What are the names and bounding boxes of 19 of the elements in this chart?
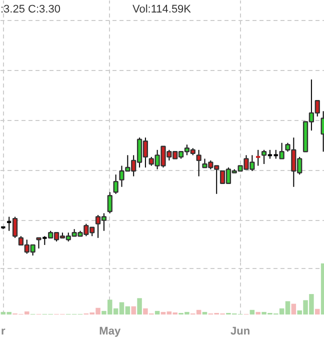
bar — [131, 306, 136, 314]
candlestick — [196, 149, 202, 177]
bar — [202, 312, 208, 314]
candlestick — [256, 149, 260, 166]
bar — [291, 304, 296, 314]
bar — [315, 308, 320, 314]
bar — [250, 310, 255, 314]
text: Vol:114.59K — [132, 4, 192, 16]
bar — [320, 263, 324, 314]
x-tick-label: Jun — [230, 326, 250, 338]
bar — [154, 310, 160, 314]
x-tick-label: r — [1, 326, 6, 338]
candlestick — [7, 216, 12, 232]
candlestick — [107, 192, 112, 214]
x-tick-label: May — [99, 326, 122, 338]
text: :3.25 C:3.30 — [0, 4, 60, 16]
candlestick — [113, 174, 118, 194]
bar — [137, 298, 142, 314]
bar — [256, 312, 260, 314]
